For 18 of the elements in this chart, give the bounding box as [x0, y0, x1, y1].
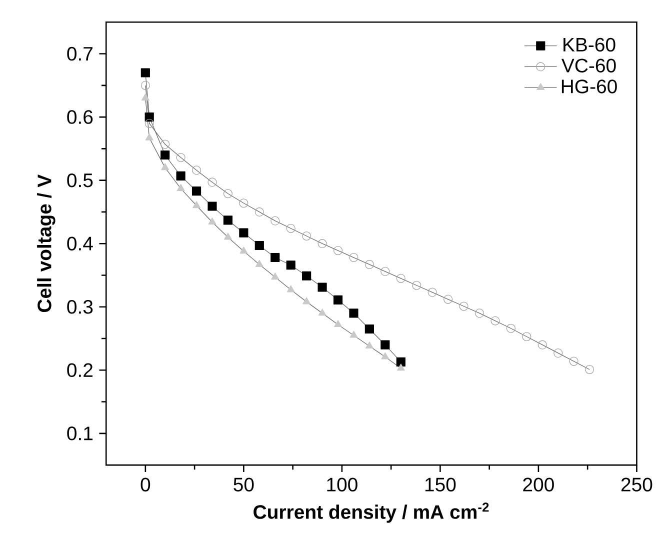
x-axis-title: Current density / mA cm$^{-2}$ — [254, 502, 489, 523]
x-tick-label: 200 — [523, 478, 554, 492]
y-tick-label: 0.2 — [67, 363, 92, 378]
y-tick-label: 0.1 — [67, 426, 93, 440]
legend-label: HG-60 — [562, 80, 617, 94]
x-tick-label: 0 — [140, 478, 150, 492]
y-tick-label: 0.7 — [67, 46, 92, 61]
legend-label: KB-60 — [564, 38, 616, 52]
y-tick-label: 0.5 — [67, 174, 93, 188]
x-tick-label: 100 — [327, 478, 358, 492]
x-tick-label: 250 — [621, 478, 652, 492]
y-tick-label: 0.4 — [67, 236, 93, 251]
legend-label: VC-60 — [562, 58, 616, 73]
y-tick-label: 0.6 — [67, 110, 93, 124]
y-tick-label: 0.3 — [67, 300, 93, 314]
y-axis-title: Cell voltage / V — [37, 174, 56, 312]
x-tick-label: 50 — [234, 478, 254, 492]
x-tick-label: 150 — [425, 478, 456, 492]
